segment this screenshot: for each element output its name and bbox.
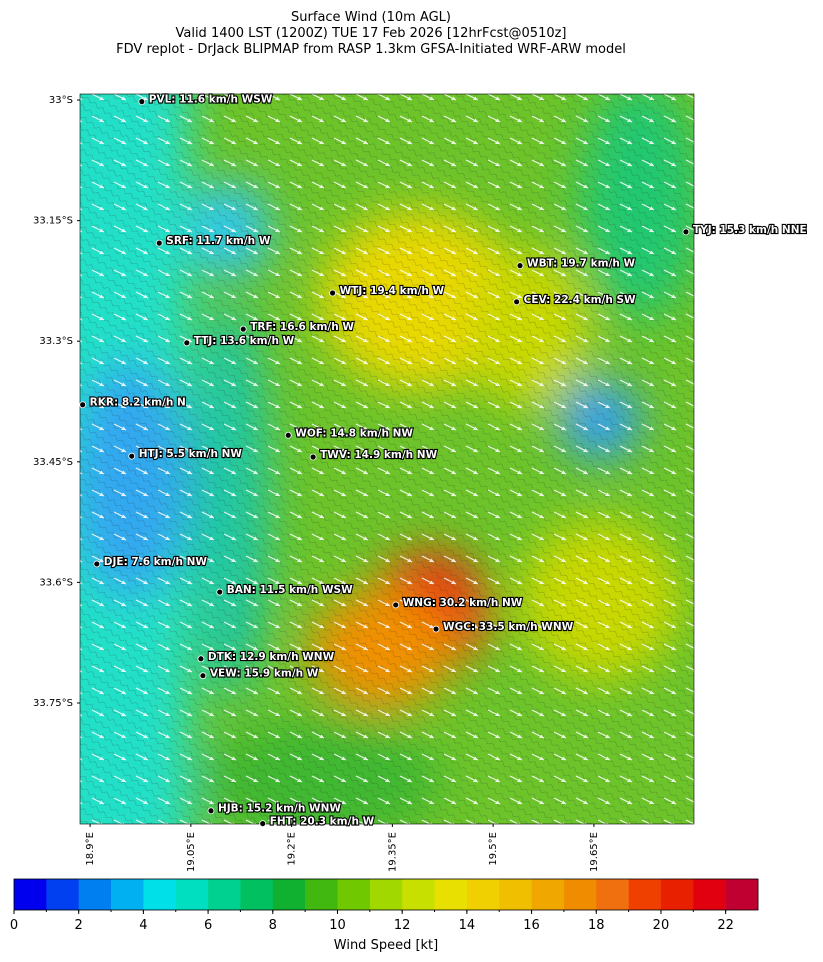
- x-tick-label: 19.5°E: [488, 832, 499, 866]
- station-dot: [259, 820, 267, 827]
- colorbar-segment: [369, 879, 403, 910]
- colorbar-segment: [725, 879, 759, 910]
- map-frame: [79, 93, 695, 825]
- y-tick-label: 33.45°S: [33, 457, 73, 468]
- colorbar-tick-label: 10: [329, 918, 346, 933]
- colorbar-segment: [111, 879, 144, 910]
- colorbar-segment: [78, 879, 112, 910]
- colorbar-tick-label: 4: [139, 918, 147, 933]
- y-tick-label: 33.15°S: [33, 216, 73, 227]
- colorbar-tick-label: 2: [75, 918, 83, 933]
- y-tick-label: 33.75°S: [33, 698, 73, 709]
- x-tick-label: 18.9°E: [85, 832, 96, 866]
- chart-title: FDV replot - DrJack BLIPMAP from RASP 1.…: [116, 42, 626, 57]
- colorbar-segment: [402, 879, 435, 910]
- station-dot: [138, 98, 146, 106]
- x-tick-label: 19.65°E: [589, 832, 600, 872]
- station-dot: [207, 807, 215, 815]
- station-dot: [392, 601, 400, 609]
- colorbar-tick-label: 16: [523, 918, 540, 933]
- station-dot: [513, 298, 521, 306]
- station-label: PVL: 11.6 km/h WSW: [149, 94, 273, 106]
- colorbar-tick-label: 6: [204, 918, 212, 933]
- colorbar-tick-label: 8: [269, 918, 277, 933]
- station-dot: [284, 431, 292, 439]
- station-label: WTJ: 19.4 km/h W: [340, 285, 445, 297]
- station-dot: [216, 588, 224, 596]
- station-label: DTK: 12.9 km/h WNW: [208, 651, 335, 663]
- station-label: WOF: 14.8 km/h NW: [295, 427, 413, 439]
- station-label: VEW: 15.9 km/h W: [210, 668, 319, 680]
- colorbar-segment: [693, 879, 726, 910]
- colorbar-segment: [240, 879, 274, 910]
- x-tick-label: 19.05°E: [186, 832, 197, 872]
- colorbar-segment: [46, 879, 79, 910]
- station-label: BAN: 11.5 km/h WSW: [227, 584, 353, 596]
- station-dot: [239, 325, 247, 333]
- colorbar-segment: [305, 879, 338, 910]
- station-dot: [128, 452, 136, 460]
- colorbar-segment: [499, 879, 532, 910]
- colorbar-segment: [596, 879, 629, 910]
- colorbar-segment: [143, 879, 177, 910]
- station-label: HTJ: 5.5 km/h NW: [139, 448, 243, 460]
- colorbar-label: Wind Speed [kt]: [334, 938, 438, 953]
- colorbar-tick-label: 0: [10, 918, 18, 933]
- station-dot: [516, 262, 524, 270]
- station-label: HJB: 15.2 km/h WNW: [218, 803, 341, 815]
- colorbar-tick-label: 22: [717, 918, 734, 933]
- colorbar-segment: [563, 879, 597, 910]
- station-label: TTJ: 13.6 km/h W: [194, 335, 295, 347]
- colorbar-segment: [14, 879, 47, 910]
- station-dot: [432, 625, 440, 633]
- station-dot: [682, 228, 690, 236]
- colorbar-tick-label: 18: [588, 918, 605, 933]
- colorbar-tick-label: 14: [459, 918, 476, 933]
- station-label: SRF: 11.7 km/h W: [166, 235, 271, 247]
- map-background: [80, 94, 694, 824]
- colorbar-segment: [531, 879, 565, 910]
- y-tick-label: 33.3°S: [39, 336, 73, 347]
- colorbar-segment: [208, 879, 241, 910]
- chart-title: Valid 1400 LST (1200Z) TUE 17 Feb 2026 […: [175, 26, 566, 41]
- colorbar-segment: [175, 879, 209, 910]
- station-label: TYJ: 15.3 km/h NNE: [693, 224, 807, 236]
- chart-title: Surface Wind (10m AGL): [291, 10, 451, 25]
- station-dot: [93, 560, 101, 568]
- station-dot: [155, 239, 163, 247]
- colorbar-segment: [628, 879, 662, 910]
- station-dot: [199, 672, 207, 680]
- colorbar-tick-label: 12: [394, 918, 411, 933]
- x-tick-label: 19.35°E: [387, 832, 398, 872]
- station-label: WNG: 30.2 km/h NW: [403, 597, 523, 609]
- colorbar-segment: [337, 879, 371, 910]
- colorbar-segment: [272, 879, 306, 910]
- station-label: RKR: 8.2 km/h N: [90, 397, 186, 409]
- x-tick-label: 19.2°E: [287, 832, 298, 866]
- station-label: TRF: 16.6 km/h W: [250, 321, 354, 333]
- y-tick-label: 33.6°S: [39, 577, 73, 588]
- station-dot: [329, 289, 336, 297]
- station-dot: [309, 453, 317, 461]
- colorbar-frame: [13, 878, 759, 911]
- station-dot: [197, 655, 205, 663]
- station-label: FHT: 20.3 km/h W: [270, 816, 375, 828]
- y-tick-label: 33°S: [49, 95, 73, 106]
- colorbar-tick-label: 20: [653, 918, 670, 933]
- station-dot: [79, 401, 87, 409]
- station-label: WBT: 19.7 km/h W: [527, 258, 635, 270]
- colorbar-segment: [466, 879, 500, 910]
- station-label: CEV: 22.4 km/h SW: [524, 294, 636, 306]
- colorbar-segment: [660, 879, 694, 910]
- station-label: TWV: 14.9 km/h NW: [320, 449, 437, 461]
- station-label: DJE: 7.6 km/h NW: [104, 556, 208, 568]
- colorbar-segment: [434, 879, 468, 910]
- station-dot: [183, 339, 191, 347]
- station-label: WGC: 33.5 km/h WNW: [443, 621, 574, 633]
